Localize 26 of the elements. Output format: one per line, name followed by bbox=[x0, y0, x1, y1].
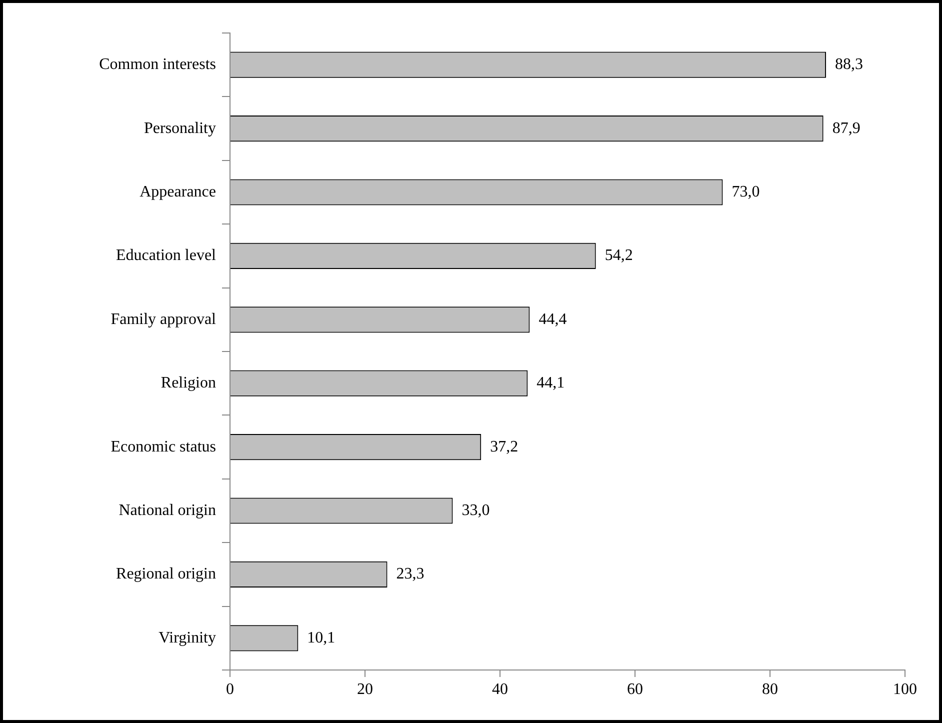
data-label: 54,2 bbox=[604, 247, 633, 264]
data-label: 73,0 bbox=[732, 183, 760, 200]
data-label: 10,1 bbox=[307, 629, 336, 646]
y-tick-label: Personality bbox=[144, 120, 216, 137]
data-label: 87,9 bbox=[832, 120, 860, 137]
data-label: 88,3 bbox=[835, 56, 864, 74]
y-tick-label: Appearance bbox=[140, 183, 216, 200]
x-tick-label: 0 bbox=[226, 680, 234, 698]
y-tick-label: Virginity bbox=[158, 629, 216, 646]
x-tick-label: 60 bbox=[627, 680, 643, 698]
y-tick-label: Economic status bbox=[110, 438, 216, 456]
data-label: 33,0 bbox=[462, 502, 490, 519]
x-tick-label: 80 bbox=[762, 680, 778, 698]
x-tick-label: 100 bbox=[893, 680, 917, 698]
y-tick-label: National origin bbox=[118, 502, 216, 519]
x-tick-label: 40 bbox=[492, 680, 508, 698]
data-label: 44,4 bbox=[538, 310, 567, 328]
y-tick-label: Education level bbox=[116, 247, 217, 264]
data-label: 23,3 bbox=[396, 566, 424, 583]
y-tick-label: Religion bbox=[160, 374, 216, 392]
y-tick-label: Common interests bbox=[99, 56, 216, 74]
data-label: 37,2 bbox=[490, 438, 518, 456]
x-tick-label: 20 bbox=[357, 680, 373, 698]
data-label: 44,1 bbox=[536, 374, 565, 392]
y-tick-label: Family approval bbox=[110, 310, 217, 328]
y-tick-label: Regional origin bbox=[116, 566, 216, 583]
